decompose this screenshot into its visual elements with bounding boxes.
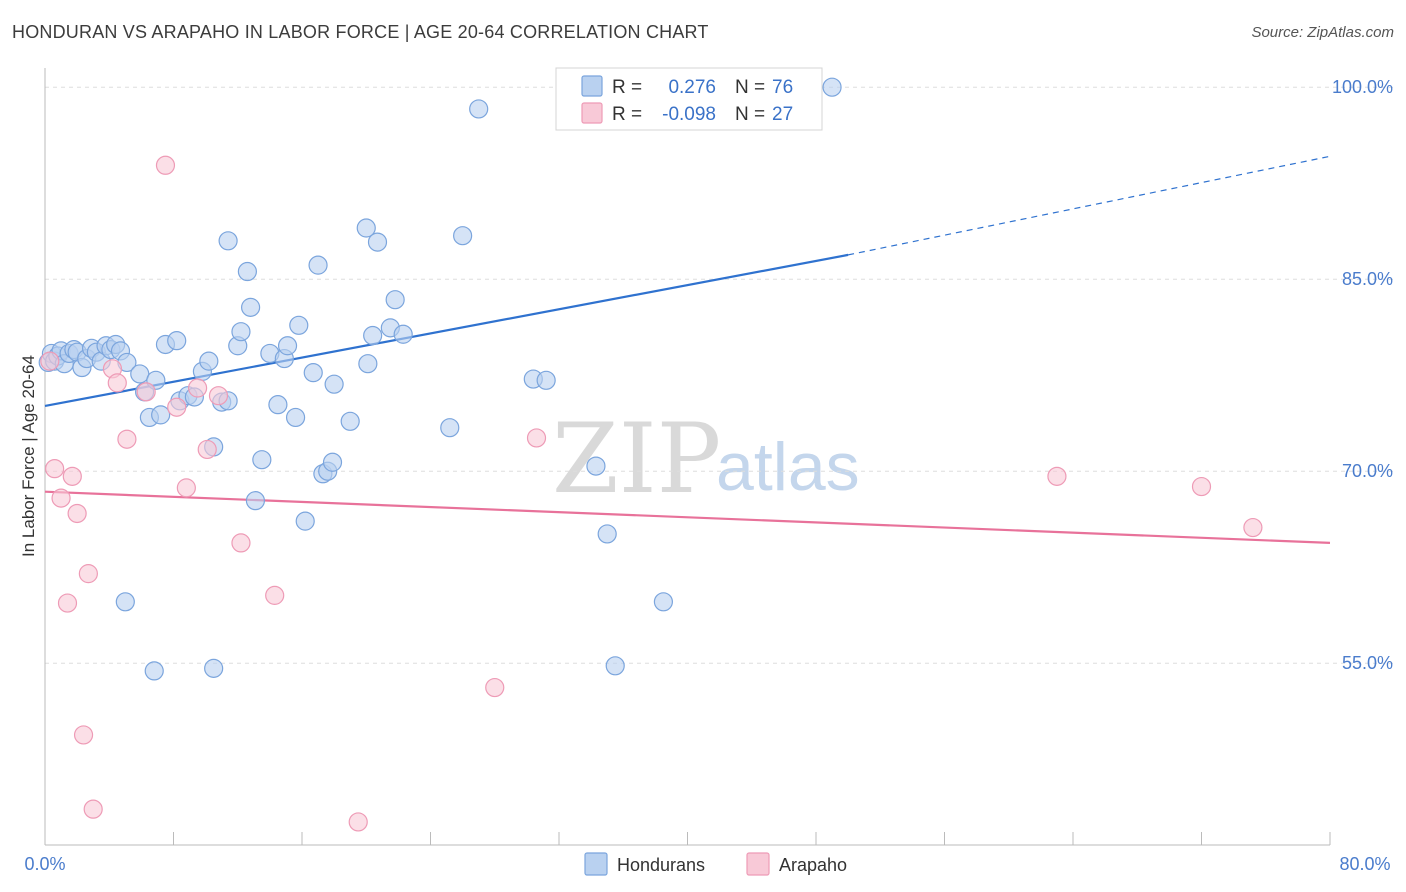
hondurans-point [308, 255, 328, 275]
legend-swatch-hondurans [581, 75, 603, 97]
y-tick-label: 70.0% [1342, 461, 1393, 481]
arapaho-point [208, 386, 229, 406]
y-tick-labels: 55.0% 70.0% 85.0% 100.0% [1332, 77, 1393, 673]
arapaho-point [67, 503, 87, 524]
watermark-zip: ZIP [552, 403, 721, 515]
arapaho-point [1191, 476, 1212, 497]
arapaho-point [167, 397, 187, 417]
hondurans-point [295, 511, 315, 531]
hondurans-point [151, 405, 171, 425]
bottom-legend-swatch-arapaho [746, 852, 770, 876]
y-tick-label: 100.0% [1332, 77, 1393, 97]
hondurans-point [231, 322, 251, 342]
hondurans-point [268, 395, 288, 415]
watermark: ZIP atlas [552, 403, 860, 515]
hondurans-point [586, 456, 606, 476]
hondurans-point [356, 218, 376, 238]
arapaho-point [107, 373, 127, 393]
hondurans-trend-extension [848, 155, 1331, 256]
y-axis-label: In Labor Force | Age 20-64 [19, 355, 38, 557]
source-label: Source: ZipAtlas.com [1251, 24, 1394, 41]
hondurans-point [324, 374, 344, 394]
x-tick-label-max: 80.0% [1339, 854, 1390, 874]
hondurans-point [144, 661, 164, 681]
hondurans-point [277, 336, 298, 356]
bottom-legend: Hondurans Arapaho [584, 852, 847, 876]
arapaho-point [57, 593, 78, 613]
hondurans-point [289, 315, 309, 335]
chart-title: HONDURAN VS ARAPAHO IN LABOR FORCE | AGE… [12, 22, 709, 42]
arapaho-point [348, 812, 368, 832]
arapaho-point [176, 478, 196, 498]
arapaho-point [1243, 517, 1263, 538]
hondurans-point [167, 331, 187, 351]
arapaho-point [40, 351, 60, 371]
arapaho-point [187, 378, 208, 398]
arapaho-point [51, 488, 71, 508]
hondurans-point [605, 656, 625, 676]
hondurans-point [204, 658, 224, 678]
legend-swatch-arapaho [581, 102, 603, 124]
hondurans-point [822, 77, 842, 97]
legend-n-label-hondurans: N = [735, 77, 765, 98]
hondurans-point [130, 364, 150, 384]
arapaho-point [73, 725, 94, 745]
x-tick-label-min: 0.0% [24, 854, 65, 874]
hondurans-point [115, 592, 135, 612]
arapaho-point [485, 677, 505, 698]
hondurans-point [440, 418, 460, 438]
arapaho-point [1047, 466, 1067, 486]
hondurans-point [469, 99, 489, 119]
hondurans-point [358, 354, 378, 374]
legend-r-label-hondurans: R = [612, 77, 642, 98]
legend: R = 0.276 N = 76 R = -0.098 N = 27 [555, 67, 823, 131]
bottom-legend-label-hondurans: Hondurans [617, 855, 705, 875]
gridlines [45, 86, 1395, 664]
data-points [38, 75, 1263, 832]
legend-n-value-arapaho: 27 [772, 104, 793, 125]
arapaho-point [231, 533, 251, 553]
hondurans-point [453, 226, 473, 246]
arapaho-point [62, 466, 82, 486]
arapaho-point [117, 429, 137, 449]
watermark-atlas: atlas [716, 429, 860, 505]
bottom-legend-label-arapaho: Arapaho [779, 855, 847, 875]
hondurans-point [245, 491, 266, 511]
arapaho-point [45, 459, 65, 479]
arapaho-point [265, 585, 285, 605]
y-tick-label: 85.0% [1342, 269, 1393, 289]
bottom-legend-swatch-hondurans [584, 852, 608, 876]
hondurans-point [385, 290, 405, 310]
hondurans-point [285, 407, 306, 428]
hondurans-point [597, 524, 617, 544]
hondurans-point [237, 261, 257, 282]
legend-r-value-hondurans: 0.276 [668, 77, 716, 98]
hondurans-point [393, 324, 413, 344]
arapaho-point [197, 439, 217, 460]
x-tick-marks [44, 832, 1331, 845]
hondurans-point [322, 452, 343, 472]
hondurans-point [536, 370, 556, 390]
arapaho-point [78, 564, 98, 584]
hondurans-point [653, 592, 674, 612]
hondurans-point [367, 232, 388, 252]
legend-n-label-arapaho: N = [735, 104, 765, 125]
y-tick-label: 55.0% [1342, 653, 1393, 673]
hondurans-point [241, 297, 261, 317]
legend-r-label-arapaho: R = [612, 104, 642, 125]
hondurans-point [303, 363, 323, 383]
hondurans-point [252, 450, 272, 470]
legend-n-value-hondurans: 76 [772, 77, 793, 98]
arapaho-point [83, 799, 103, 819]
hondurans-point [363, 325, 383, 346]
hondurans-point [340, 411, 360, 431]
hondurans-point [199, 351, 219, 371]
arapaho-point [136, 382, 156, 402]
hondurans-trend-line [44, 253, 849, 408]
arapaho-point [155, 155, 176, 175]
legend-r-value-arapaho: -0.098 [662, 104, 716, 125]
hondurans-point [218, 231, 238, 251]
arapaho-point [526, 428, 547, 448]
